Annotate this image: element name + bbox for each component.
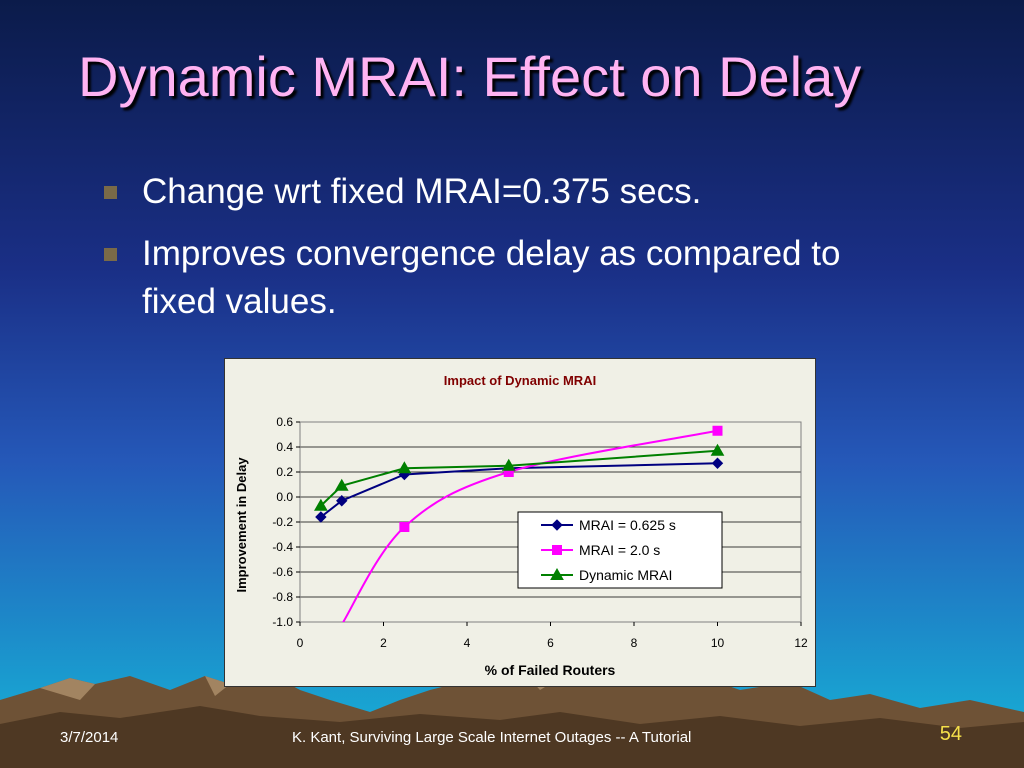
chart-legend: MRAI = 0.625 s MRAI = 2.0 s Dynamic MRAI [517, 511, 723, 589]
y-tick-label: -0.2 [272, 515, 293, 529]
slide-title: Dynamic MRAI: Effect on Delay [78, 45, 862, 108]
x-tick-label: 4 [464, 636, 471, 650]
series-line [320, 449, 718, 507]
y-tick-label: -0.8 [272, 590, 293, 604]
y-tick-label: -0.4 [272, 540, 293, 554]
series-3 [314, 443, 725, 511]
data-point [501, 458, 516, 471]
data-point [399, 522, 410, 532]
x-tick-label: 10 [711, 636, 725, 650]
data-point [315, 511, 327, 523]
line-chart: Impact of Dynamic MRAI 0.6 0.4 0.2 0.0 -0.2 -… [234, 373, 808, 678]
x-tick-label: 2 [380, 636, 387, 650]
data-point [710, 443, 725, 456]
x-tick-label: 6 [547, 636, 554, 650]
legend-label: MRAI = 0.625 s [579, 517, 676, 533]
bullet-text: Improves convergence delay as compared t… [142, 234, 841, 321]
series-line [320, 462, 718, 518]
legend-marker [550, 567, 564, 580]
x-tick-label: 8 [631, 636, 638, 650]
data-point [336, 495, 348, 507]
chart-series [314, 425, 725, 622]
bullet-list: Change wrt fixed MRAI=0.375 secs. Improv… [104, 168, 924, 340]
bullet-item: Change wrt fixed MRAI=0.375 secs. [104, 168, 924, 216]
y-tick-label: 0.2 [276, 465, 293, 479]
data-point [397, 461, 412, 474]
x-axis-label: % of Failed Routers [485, 662, 616, 678]
legend-label: MRAI = 2.0 s [579, 542, 660, 558]
data-point [712, 425, 723, 436]
y-tick-label: -0.6 [272, 565, 293, 579]
data-point [314, 498, 328, 511]
data-point [334, 478, 349, 491]
footer-text: K. Kant, Surviving Large Scale Internet … [292, 729, 692, 746]
footer-date: 3/7/2014 [60, 729, 119, 746]
bullet-square-icon [104, 248, 117, 261]
y-tick-label: -1.0 [272, 615, 293, 629]
bullet-square-icon [104, 186, 117, 199]
y-tick-label: 0.6 [276, 415, 293, 429]
legend-marker [552, 545, 562, 555]
data-point [711, 457, 724, 469]
chart-title: Impact of Dynamic MRAI [444, 373, 596, 388]
chart-container: Impact of Dynamic MRAI 0.6 0.4 0.2 0.0 -0.2 -… [224, 358, 816, 687]
series-line [342, 429, 718, 622]
page-number: 54 [939, 723, 962, 745]
x-tick-label: 0 [297, 636, 304, 650]
legend-label: Dynamic MRAI [579, 567, 672, 583]
x-tick-label: 12 [794, 636, 808, 650]
bullet-item: Improves convergence delay as compared t… [104, 230, 924, 326]
series-2 [342, 425, 723, 622]
y-axis-ticks: 0.6 0.4 0.2 0.0 -0.2 -0.4 -0.6 -0.8 -1.0 [272, 415, 300, 629]
y-axis-label: Improvement in Delay [234, 457, 249, 593]
y-tick-label: 0.4 [276, 440, 293, 454]
y-tick-label: 0.0 [276, 490, 293, 504]
legend-marker [551, 519, 563, 531]
x-axis-ticks: 0 2 4 6 8 10 12 [297, 622, 808, 650]
bullet-text: Change wrt fixed MRAI=0.375 secs. [142, 172, 702, 211]
